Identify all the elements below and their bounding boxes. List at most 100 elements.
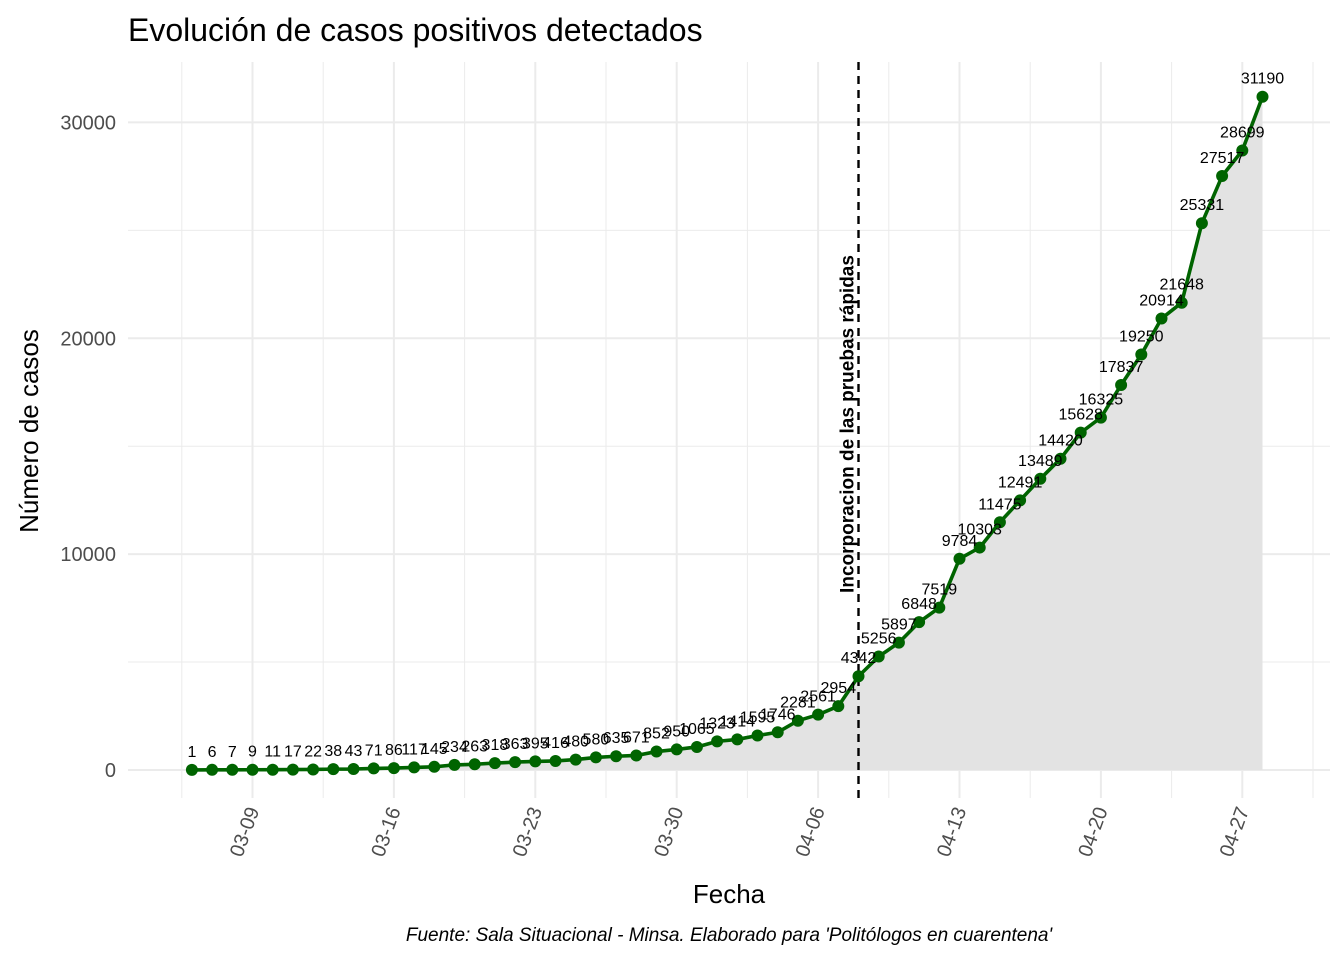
data-point (206, 763, 219, 776)
data-label: 5256 (861, 630, 897, 647)
data-label: 14420 (1038, 433, 1083, 450)
data-label: 7 (228, 744, 237, 761)
data-point (731, 733, 744, 746)
data-point (933, 601, 946, 614)
data-point (751, 729, 764, 742)
data-label: 395 (522, 735, 549, 752)
x-tick-label: 03-16 (367, 804, 405, 860)
data-label: 5897 (881, 617, 917, 634)
data-label: 263 (461, 738, 488, 755)
data-label: 635 (603, 730, 630, 747)
data-point (1256, 90, 1269, 103)
data-label: 38 (324, 743, 342, 760)
data-point (307, 763, 320, 776)
points-group (185, 90, 1269, 776)
data-point (1094, 411, 1107, 424)
data-point (286, 763, 299, 776)
data-point (1034, 472, 1047, 485)
data-label: 117 (401, 741, 427, 758)
data-labels-group: 1 6 7 9 11 17 22 38 43 71 861171452342633183633954… (187, 71, 1284, 761)
x-tick-label: 04-13 (933, 804, 971, 860)
data-label: 17837 (1099, 359, 1144, 376)
data-label: 7519 (922, 582, 958, 599)
data-point (852, 670, 865, 683)
data-point (1216, 170, 1229, 183)
data-point (630, 749, 643, 762)
data-label: 13489 (1018, 453, 1063, 470)
data-label: 1065 (679, 721, 715, 738)
data-point (973, 541, 986, 554)
data-label: 43 (345, 743, 363, 760)
data-point (1155, 312, 1168, 325)
data-label: 28699 (1220, 125, 1265, 142)
data-label: 15628 (1058, 407, 1103, 424)
data-point (549, 754, 562, 767)
x-axis-title: Fecha (693, 879, 766, 909)
data-label: 27517 (1200, 150, 1245, 167)
y-axis-title: Número de casos (14, 329, 44, 533)
data-label: 852 (643, 726, 670, 743)
data-label: 25331 (1180, 197, 1225, 214)
caption: Fuente: Sala Situacional - Minsa. Elabor… (406, 925, 1054, 946)
data-label: 21648 (1159, 277, 1204, 294)
data-label: 2954 (821, 680, 857, 697)
data-point (1135, 348, 1148, 361)
x-tick-label: 03-09 (226, 804, 264, 860)
data-label: 950 (663, 723, 690, 740)
data-label: 4342 (841, 650, 877, 667)
data-point (1074, 426, 1087, 439)
y-tick-label: 30000 (60, 112, 116, 134)
data-point (832, 700, 845, 713)
x-tick-label: 04-20 (1074, 804, 1112, 860)
data-point (610, 750, 623, 763)
data-label: 10303 (957, 522, 1002, 539)
data-label: 1746 (760, 706, 796, 723)
data-label: 11 (264, 744, 281, 761)
data-point (448, 758, 461, 771)
data-label: 9 (248, 744, 257, 761)
data-label: 1 (187, 744, 196, 761)
data-label: 71 (365, 742, 383, 759)
x-tick-label: 04-06 (792, 804, 830, 860)
data-point (872, 650, 885, 663)
area-fill-path (191, 96, 1263, 770)
chart-title: Evolución de casos positivos detectados (128, 12, 703, 48)
x-tick-label: 03-30 (650, 804, 688, 860)
y-tick-label: 20000 (60, 328, 116, 350)
data-label: 234 (441, 739, 468, 756)
data-label: 1414 (720, 713, 756, 730)
data-label: 580 (583, 731, 610, 748)
data-point (1014, 494, 1027, 507)
data-point (812, 708, 825, 721)
data-point (953, 552, 966, 565)
data-point (1054, 452, 1067, 465)
data-point (327, 763, 340, 776)
y-tick-label: 0 (105, 760, 116, 782)
data-point (670, 743, 683, 756)
data-point (428, 760, 441, 773)
data-label: 20914 (1139, 293, 1184, 310)
data-point (246, 763, 259, 776)
data-label: 6 (208, 744, 217, 761)
data-label: 17 (284, 744, 302, 761)
data-label: 22 (304, 743, 322, 760)
data-point (1195, 217, 1208, 230)
data-label: 363 (502, 736, 529, 753)
data-point (791, 714, 804, 727)
data-point (650, 745, 663, 758)
data-label: 6848 (901, 596, 937, 613)
data-point (892, 636, 905, 649)
data-point (589, 751, 602, 764)
data-label: 145 (421, 741, 448, 758)
data-point (993, 516, 1006, 529)
area-fill (191, 96, 1263, 770)
data-label: 86 (385, 742, 403, 759)
data-point (1175, 296, 1188, 309)
data-point (690, 740, 703, 753)
data-point (185, 763, 198, 776)
data-point (367, 762, 380, 775)
data-point (347, 763, 360, 776)
data-point (226, 763, 239, 776)
data-point (1115, 378, 1128, 391)
